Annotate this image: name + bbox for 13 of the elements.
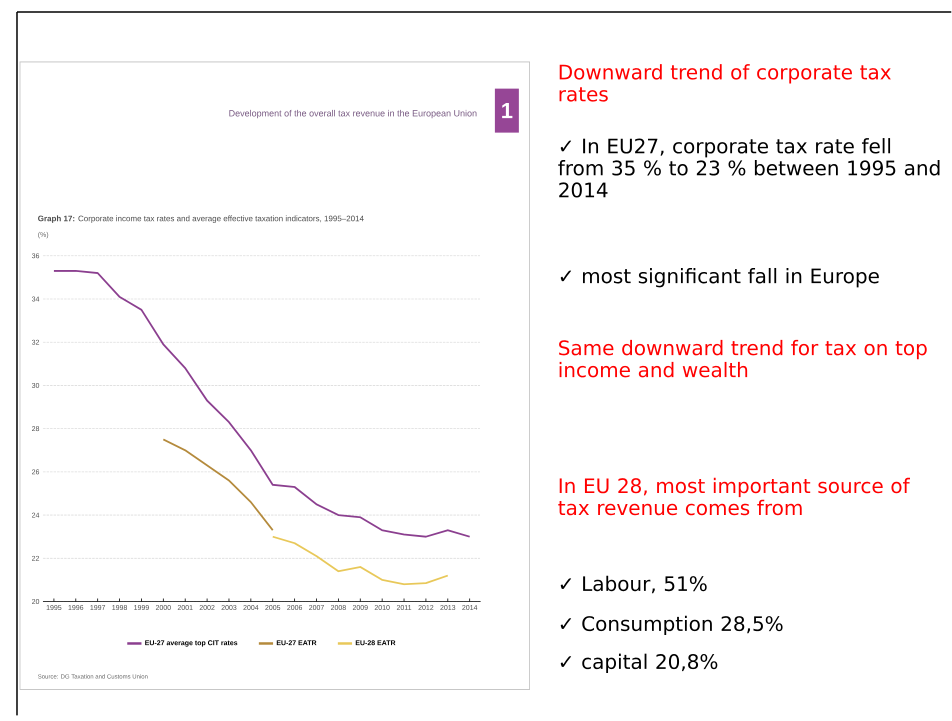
text: Downward trend of corporate tax rates <box>560 64 891 102</box>
line-series <box>272 536 449 585</box>
text: ✓ Labour, 51% <box>560 576 707 594</box>
text: ✓ most significant fall in Europe <box>560 268 879 288</box>
text: ✓ capital 20,8% <box>560 653 718 673</box>
text: ✓ In EU27, corporate tax rate fell from 35 % to 23 % between 1995 and 2014 <box>558 138 940 198</box>
line-series <box>53 270 471 538</box>
text: 1 <box>502 102 512 118</box>
text: Same downward trend for tax on top income and wealth <box>559 340 927 378</box>
line-series <box>162 438 274 531</box>
text: In EU 28, most important source of tax revenue comes from <box>558 478 910 516</box>
text: ✓ Consumption 28,5% <box>560 616 783 635</box>
text: Development of the overall tax revenue in the European Union <box>229 110 476 118</box>
